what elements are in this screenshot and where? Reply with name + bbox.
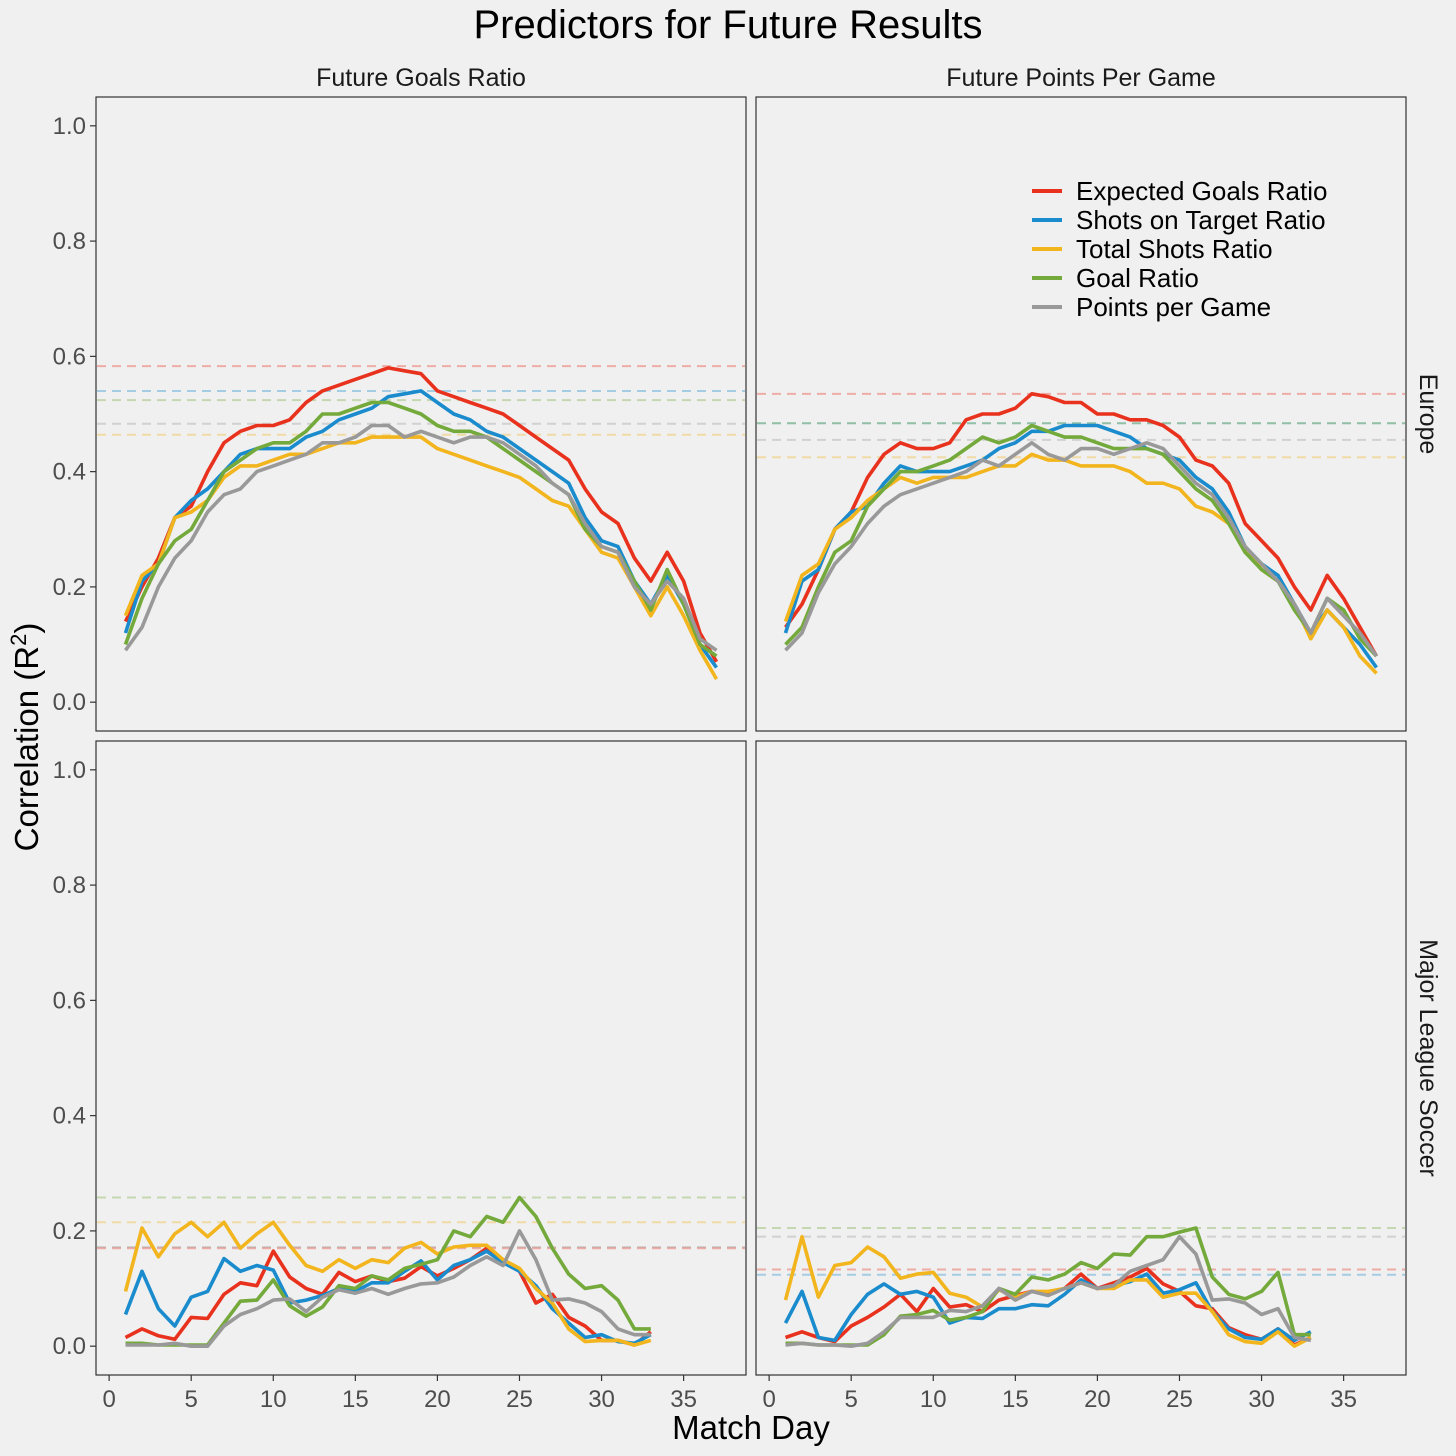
series-line-europe-future-goals-ratio-goal-ratio	[123, 400, 718, 658]
x-tick-label-major-league-soccer-future-goals-ratio-5: 25	[506, 1386, 533, 1413]
series-line-europe-future-points-per-game-total-shots-ratio	[783, 452, 1378, 675]
series-line-major-league-soccer-future-points-per-game-total-shots-ratio	[783, 1234, 1312, 1348]
x-tick-label-major-league-soccer-future-goals-ratio-7: 35	[670, 1386, 697, 1413]
y-tick-label-europe-future-goals-ratio-5: 1.0	[53, 113, 86, 140]
x-tick-label-major-league-soccer-future-points-per-game-6: 30	[1248, 1386, 1275, 1413]
legend-label-goal-ratio: Goal Ratio	[1076, 263, 1199, 293]
series-line-major-league-soccer-future-points-per-game-points-per-game	[785, 1234, 1312, 1348]
column-strip-future-points-per-game: Future Points Per Game	[946, 64, 1216, 92]
x-tick-label-major-league-soccer-future-points-per-game-0: 0	[762, 1386, 775, 1413]
series-line-europe-future-points-per-game-shots-on-target-ratio	[783, 423, 1378, 669]
x-tick-label-major-league-soccer-future-points-per-game-4: 20	[1084, 1386, 1111, 1413]
y-tick-label-major-league-soccer-future-goals-ratio-5: 1.0	[53, 757, 86, 784]
x-tick-label-major-league-soccer-future-goals-ratio-3: 15	[342, 1386, 369, 1413]
legend-label-points-per-game: Points per Game	[1076, 292, 1271, 322]
legend-label-shots-on-target-ratio: Shots on Target Ratio	[1076, 205, 1326, 235]
series-line-europe-future-points-per-game-points-per-game	[784, 440, 1378, 658]
series-line-major-league-soccer-future-goals-ratio-goal-ratio	[125, 1195, 651, 1347]
series-line-europe-future-goals-ratio-points-per-game	[124, 423, 718, 652]
series-line-europe-future-points-per-game-goal-ratio	[784, 423, 1378, 658]
y-tick-label-major-league-soccer-future-goals-ratio-3: 0.6	[53, 987, 86, 1014]
series-line-major-league-soccer-future-goals-ratio-total-shots-ratio	[123, 1220, 652, 1347]
y-axis-label: Correlation (R2)	[6, 623, 45, 852]
panel-border-major-league-soccer-future-goals-ratio	[95, 740, 747, 1376]
x-tick-label-major-league-soccer-future-goals-ratio-1: 5	[185, 1386, 198, 1413]
row-strip-europe: Europe	[1414, 374, 1442, 455]
x-tick-label-major-league-soccer-future-points-per-game-7: 35	[1330, 1386, 1357, 1413]
series-line-major-league-soccer-future-points-per-game-shots-on-target-ratio	[783, 1272, 1312, 1343]
x-tick-label-major-league-soccer-future-points-per-game-2: 10	[920, 1386, 947, 1413]
y-tick-label-europe-future-goals-ratio-4: 0.8	[53, 228, 86, 255]
series-line-europe-future-points-per-game-expected-goals-ratio	[784, 391, 1379, 657]
y-tick-label-major-league-soccer-future-goals-ratio-2: 0.4	[53, 1103, 86, 1130]
column-strip-future-goals-ratio: Future Goals Ratio	[316, 64, 526, 92]
series-line-major-league-soccer-future-goals-ratio-points-per-game	[125, 1229, 651, 1348]
y-axis-label-main: Correlation (R	[8, 646, 45, 851]
y-tick-label-major-league-soccer-future-goals-ratio-1: 0.2	[53, 1218, 86, 1245]
y-tick-label-europe-future-goals-ratio-1: 0.2	[53, 574, 86, 601]
row-strip-major-league-soccer: Major League Soccer	[1414, 939, 1442, 1177]
panels-layer: 0.0 0.2 0.4 0.6 0.8 1.0 0.0 0.2 0.4 0.6 0.8 1.0 0 5 10…	[53, 96, 1407, 1413]
y-tick-label-europe-future-goals-ratio-0: 0.0	[53, 689, 86, 716]
y-tick-label-major-league-soccer-future-goals-ratio-0: 0.0	[53, 1333, 86, 1360]
panel-border-europe-future-points-per-game	[755, 96, 1407, 732]
panel-border-major-league-soccer-future-points-per-game	[755, 740, 1407, 1376]
x-tick-label-major-league-soccer-future-goals-ratio-2: 10	[260, 1386, 287, 1413]
x-tick-label-major-league-soccer-future-points-per-game-3: 15	[1002, 1386, 1029, 1413]
panel-border-europe-future-goals-ratio	[95, 96, 747, 732]
x-axis-label: Match Day	[672, 1409, 830, 1446]
x-tick-label-major-league-soccer-future-goals-ratio-6: 30	[588, 1386, 615, 1413]
legend-label-total-shots-ratio: Total Shots Ratio	[1076, 234, 1273, 264]
legend-label-expected-goals-ratio: Expected Goals Ratio	[1076, 176, 1327, 206]
x-tick-label-major-league-soccer-future-points-per-game-1: 5	[845, 1386, 858, 1413]
x-tick-label-major-league-soccer-future-points-per-game-5: 25	[1166, 1386, 1193, 1413]
y-axis-label-close: )	[8, 623, 45, 634]
x-tick-label-major-league-soccer-future-goals-ratio-0: 0	[102, 1386, 115, 1413]
y-axis-label-superscript: 2	[6, 634, 31, 646]
series-line-europe-future-goals-ratio-total-shots-ratio	[123, 435, 719, 680]
series-line-europe-future-goals-ratio-expected-goals-ratio	[123, 366, 719, 663]
y-tick-label-europe-future-goals-ratio-3: 0.6	[53, 343, 86, 370]
x-tick-label-major-league-soccer-future-goals-ratio-4: 20	[424, 1386, 451, 1413]
y-tick-label-major-league-soccer-future-goals-ratio-4: 0.8	[53, 872, 86, 899]
y-tick-label-europe-future-goals-ratio-2: 0.4	[53, 459, 86, 486]
chart-title: Predictors for Future Results	[473, 3, 982, 47]
